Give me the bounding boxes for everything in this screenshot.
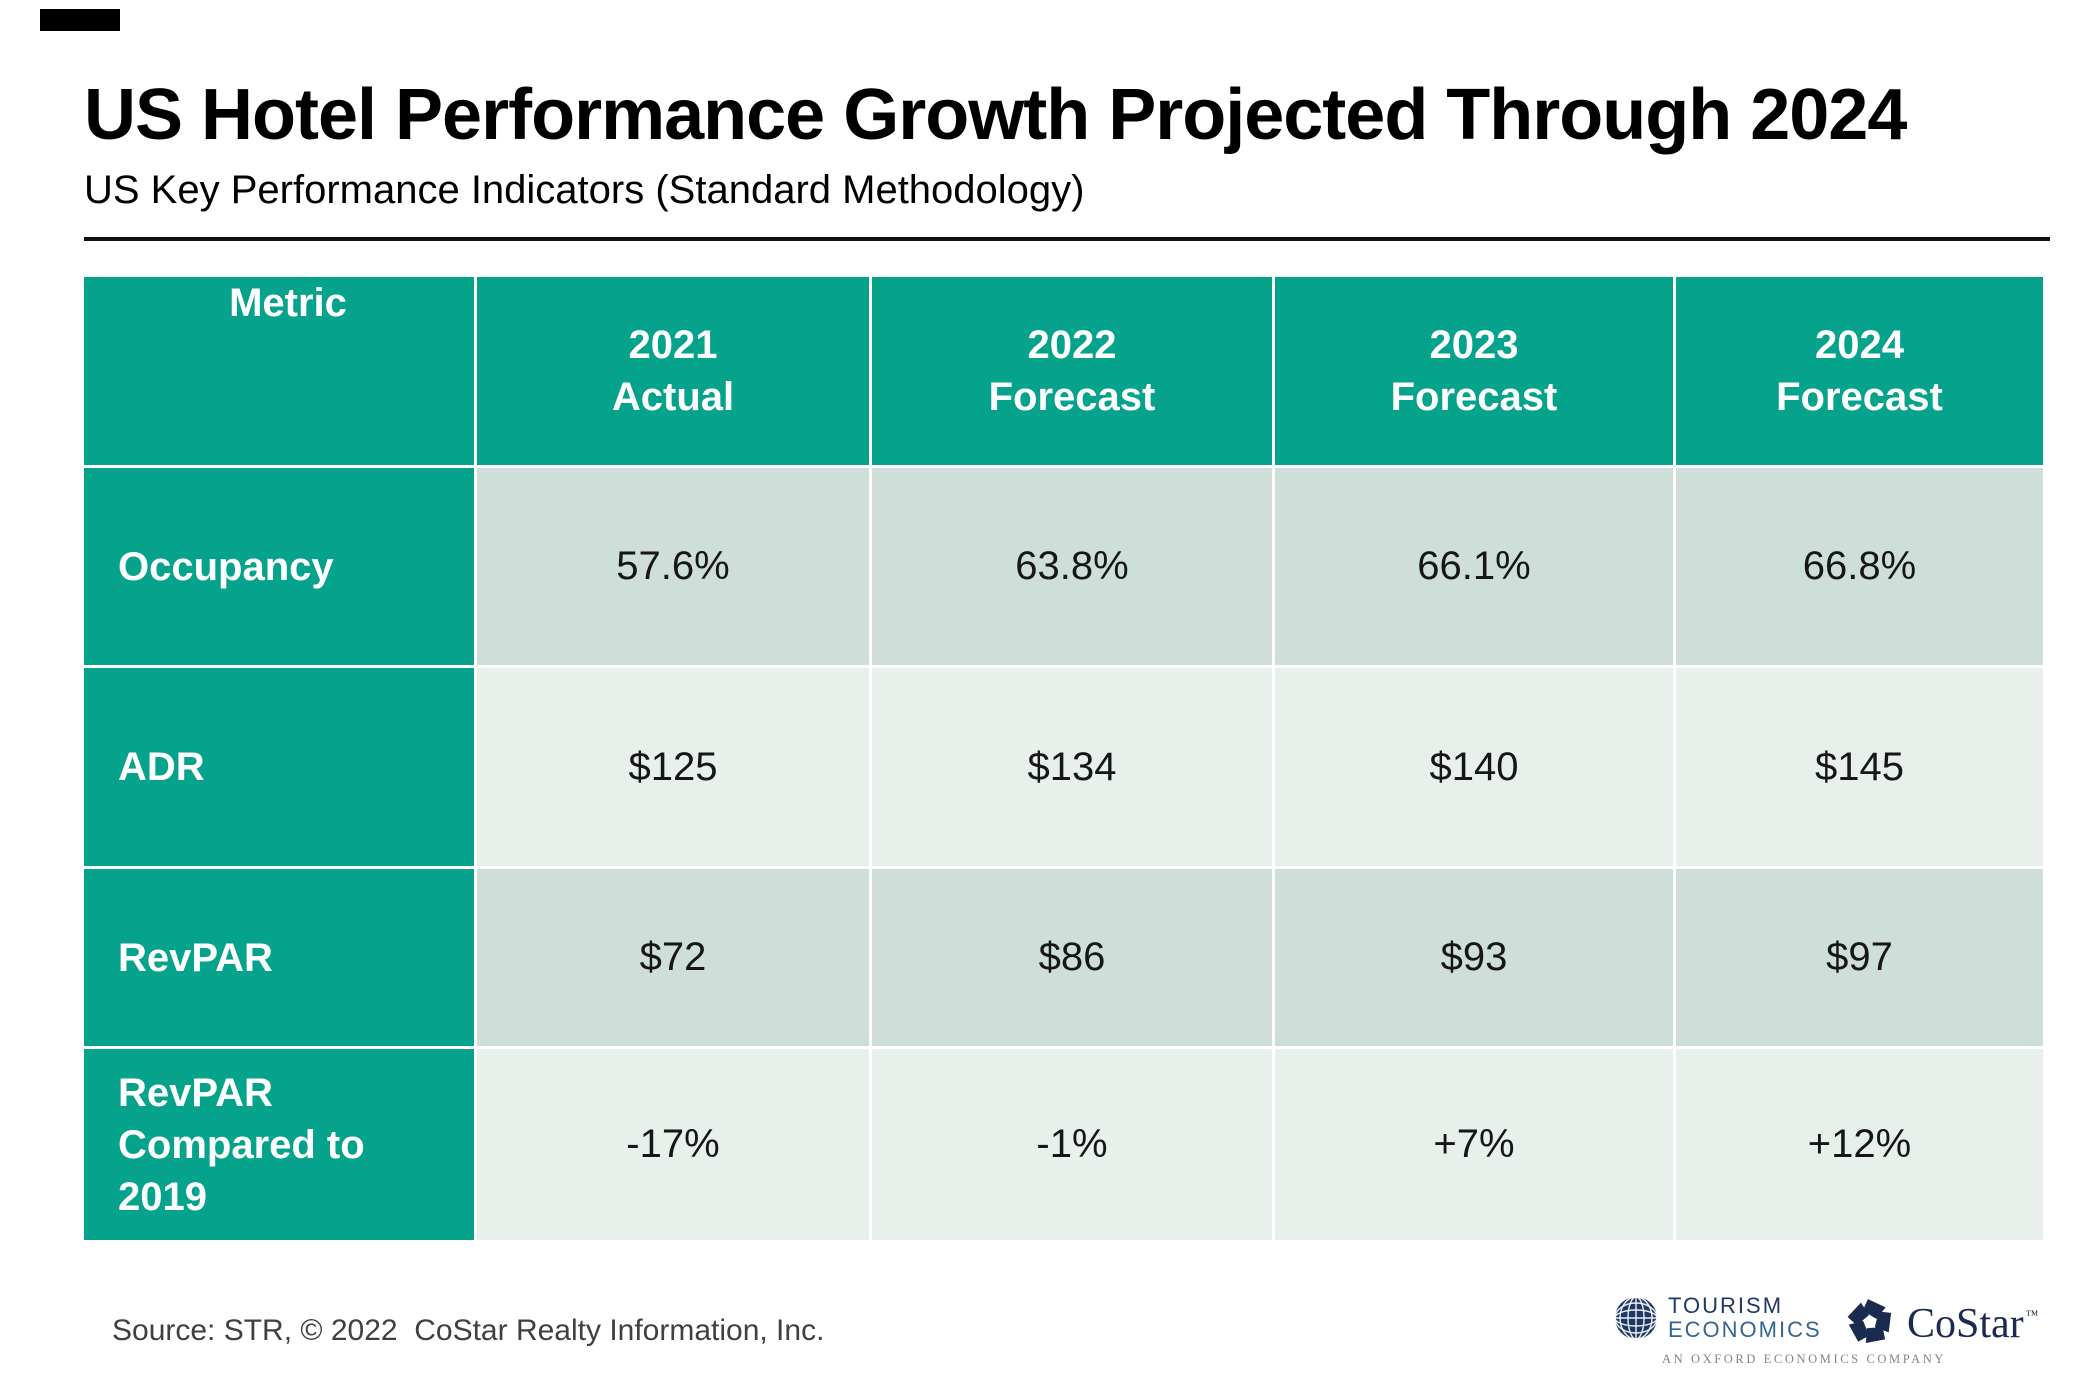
tourism-economics-logo: TOURISM ECONOMICS AN OXFORD ECONOMICS CO… — [1612, 1294, 1947, 1374]
table-cell: 57.6% — [477, 468, 869, 665]
globe-icon — [1612, 1294, 1660, 1347]
column-header-year: 2023 — [1429, 323, 1519, 367]
source-note: Source: STR, © 2022 CoStar Realty Inform… — [112, 1314, 825, 1347]
page-title: US Hotel Performance Growth Projected Th… — [84, 75, 1907, 155]
table-cell: $140 — [1275, 668, 1673, 866]
corner-mark — [40, 9, 120, 31]
costar-pinwheel-icon — [1845, 1297, 1895, 1352]
column-header-2023: 2023 Forecast — [1275, 277, 1673, 465]
table-cell: -1% — [872, 1049, 1272, 1240]
kpi-table: Metric 2021 Actual 2022 Forecast 2023 Fo… — [84, 277, 2043, 1240]
column-header-2021: 2021 Actual — [477, 277, 869, 465]
tourism-label: TOURISM — [1668, 1293, 1784, 1318]
table-cell: 66.8% — [1676, 468, 2043, 665]
table-cell: $72 — [477, 869, 869, 1046]
row-label-adr: ADR — [84, 668, 474, 866]
trademark-symbol: ™ — [2025, 1307, 2039, 1322]
costar-logo: CoStar ™ — [1845, 1297, 2038, 1351]
oxford-economics-tagline: AN OXFORD ECONOMICS COMPANY — [1662, 1352, 1947, 1366]
row-label-occupancy: Occupancy — [84, 468, 474, 665]
column-header-2022: 2022 Forecast — [872, 277, 1272, 465]
table-cell: $125 — [477, 668, 869, 866]
costar-name: CoStar — [1907, 1301, 2024, 1347]
column-header-type: Forecast — [988, 375, 1156, 419]
row-label-revpar-compared-2019: RevPAR Compared to 2019 — [84, 1049, 474, 1240]
table-cell: +12% — [1676, 1049, 2043, 1240]
title-divider — [84, 237, 2050, 241]
column-header-metric: Metric — [84, 277, 474, 465]
column-header-type: Actual — [611, 375, 735, 419]
table-cell: $86 — [872, 869, 1272, 1046]
column-header-year: 2024 — [1815, 323, 1904, 367]
table-cell: $97 — [1676, 869, 2043, 1046]
column-header-year: 2021 — [628, 323, 718, 367]
page-subtitle: US Key Performance Indicators (Standard … — [84, 168, 1085, 212]
table-cell: 63.8% — [872, 468, 1272, 665]
economics-label: ECONOMICS — [1668, 1316, 1822, 1342]
column-header-type: Forecast — [1390, 375, 1558, 419]
column-header-year: 2022 — [1027, 323, 1117, 367]
costar-wordmark: CoStar ™ — [1907, 1303, 2038, 1345]
table-cell: +7% — [1275, 1049, 1673, 1240]
table-cell: $93 — [1275, 869, 1673, 1046]
table-cell: -17% — [477, 1049, 869, 1240]
row-label-revpar: RevPAR — [84, 869, 474, 1046]
table-cell: $134 — [872, 668, 1272, 866]
column-header-2024: 2024 Forecast — [1676, 277, 2043, 465]
tourism-economics-wordmark: TOURISM ECONOMICS — [1668, 1294, 1822, 1342]
column-header-type: Forecast — [1776, 375, 1943, 419]
table-cell: 66.1% — [1275, 468, 1673, 665]
table-cell: $145 — [1676, 668, 2043, 866]
